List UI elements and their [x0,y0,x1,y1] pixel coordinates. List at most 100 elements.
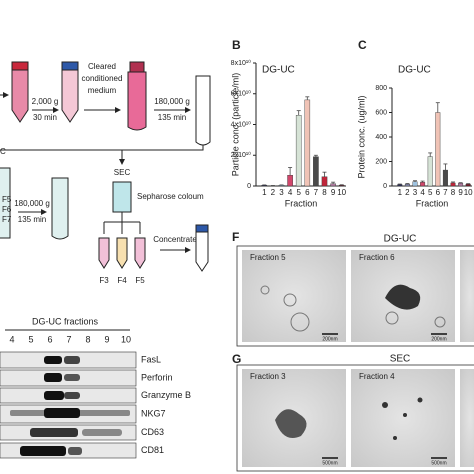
bar [278,185,285,187]
tube [11,69,29,123]
x-tick-label: 3 [279,188,284,197]
tem-image [460,369,474,467]
x-axis-label: Fraction [416,198,449,208]
bar [458,183,464,187]
fraction-label: F4 [117,276,127,285]
protein-label: CD63 [141,427,164,437]
y-axis-label: Protein conc. (ug/ml) [356,95,366,178]
step-label: 135 min [18,215,46,224]
step-label: conditioned [82,74,123,83]
step-label: Cleared [88,62,116,71]
tube [61,69,79,123]
y-axis-label: Particle conc. (particle/ml) [230,73,240,177]
scale-label: 500nm [322,460,337,466]
image-label: Fraction 3 [250,372,286,381]
scale-label: 200nm [322,336,337,342]
step-label: SEC [114,168,131,177]
step-label: 135 min [158,113,186,122]
image-label: Fraction 5 [250,253,286,262]
x-tick-label: 4 [288,188,293,197]
bar [397,184,403,187]
step-label: 180,000 g [14,199,50,208]
x-tick-label: 10 [337,188,346,197]
panel-label: C [358,38,367,52]
y-tick-label: 800 [375,85,387,92]
y-tick-label: 2x10¹⁰ [231,151,252,159]
bar [412,181,418,187]
panel-title: DG-UC [384,234,417,245]
chart-title: DG-UC [262,65,295,76]
x-tick-label: 7 [443,188,448,197]
x-tick-label: 10 [464,188,473,197]
connector [0,145,204,151]
protein-label: Granzyme B [141,390,191,400]
image-label: Fraction 4 [359,372,395,381]
blot-title: DG-UC fractions [32,316,99,326]
x-tick-label: 1 [398,188,403,197]
x-tick-label: 9 [331,188,336,197]
western-blot: DG-UC fractions [0,316,137,459]
bar [435,112,441,187]
fraction-label: F3 [99,276,109,285]
x-tick-label: 1 [262,188,267,197]
bottle-cap [129,61,145,73]
protein-label: FasL [141,354,161,364]
tube-cap [195,224,209,233]
tem-image [351,369,455,467]
tube-cap [61,61,79,71]
bar [450,182,456,187]
image-label: Fraction 6 [359,253,395,262]
bar [304,99,311,187]
bar [287,175,293,187]
tube [0,167,11,239]
bar [420,182,426,187]
bar [330,183,336,187]
x-axis-label: Fraction [285,198,318,208]
x-tick-label: 2 [271,188,276,197]
fraction-label: F5 [2,195,12,204]
tube-cap [11,61,29,71]
lane-label: 7 [66,334,71,344]
method-label: C [0,147,6,156]
panel-label: G [232,352,241,366]
bar [404,183,410,187]
step-label: Concentrate [153,235,197,244]
x-tick-label: 2 [405,188,410,197]
y-tick-label: 8x10¹⁰ [231,59,252,67]
workflow-labels: C 2,000 g 30 min Cleared conditioned med… [0,62,204,285]
bar [442,169,448,187]
bar [427,156,433,187]
step-label: 180,000 g [154,97,190,106]
y-tick-label: 4x10¹⁰ [231,120,252,128]
panel-label: F [232,230,239,244]
tube [51,177,69,240]
lane-label: 8 [85,334,90,344]
step-label: 30 min [33,113,57,122]
bar [321,176,328,187]
workflow [0,61,211,272]
chart-title: DG-UC [398,65,431,76]
x-tick-label: 8 [451,188,456,197]
lane-label: 10 [121,334,131,344]
fraction-label: F6 [2,205,12,214]
protein-label: NKG7 [141,408,166,418]
step-label: 2,000 g [32,97,59,106]
step-label: medium [88,86,117,95]
x-tick-label: 4 [420,188,425,197]
lane-label: 9 [104,334,109,344]
x-tick-label: 9 [458,188,463,197]
tem-panels: F DG-UC Fraction 5 Fraction 6 200nm 200n… [232,230,474,472]
bottle [127,71,147,131]
x-tick-label: 8 [322,188,327,197]
protein-label: CD81 [141,445,164,455]
bar [465,183,471,187]
y-tick-label: 400 [375,134,387,141]
panel-title: SEC [390,354,411,365]
panel-label: B [232,38,241,52]
lane-label: 4 [9,334,14,344]
fraction-label: F5 [135,276,145,285]
scale-label: 500nm [431,460,446,466]
fraction-label: F7 [2,215,12,224]
